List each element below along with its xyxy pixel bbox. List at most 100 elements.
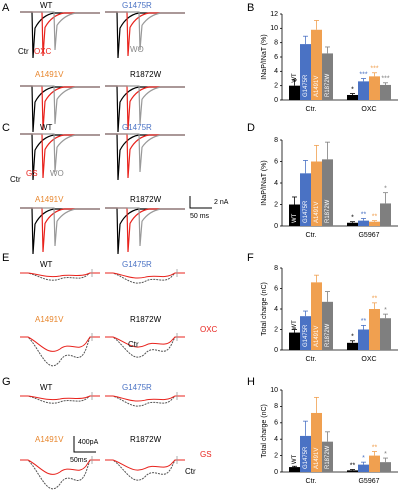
panel-letter: H (247, 376, 255, 388)
bar-series-label: A1491V (314, 326, 320, 347)
bar-series-label: WT (292, 73, 298, 83)
bar-series-label: R1872W (325, 323, 331, 347)
trace (20, 85, 100, 131)
trace (105, 133, 185, 179)
y-tick-label: 10 (270, 387, 278, 394)
trace-label: G1475R (122, 1, 152, 10)
significance: ** (372, 213, 378, 220)
bar (347, 470, 358, 472)
trace (105, 85, 185, 125)
trace-label: G1475R (122, 260, 152, 269)
y-tick-label: 0 (274, 97, 278, 104)
trace (20, 459, 100, 475)
bar (322, 441, 333, 472)
bar-series-label: G1475R (303, 200, 309, 223)
bar (311, 29, 322, 101)
trace-label: OXC (200, 325, 218, 334)
x-tick-label: OXC (361, 106, 376, 113)
trace-label: G1475R (122, 123, 152, 132)
trace-label: OXC (34, 47, 52, 56)
trace (20, 459, 100, 490)
trace (20, 272, 100, 281)
y-tick-label: 0 (274, 223, 278, 230)
bar (347, 94, 358, 100)
trace (105, 395, 185, 402)
x-tick-label: G5967 (358, 478, 379, 485)
trace-label: Ctr (18, 47, 29, 56)
trace (105, 11, 185, 59)
bar (311, 412, 322, 472)
bar (369, 76, 380, 100)
trace (105, 459, 185, 481)
bar-series-label: WT (292, 454, 298, 464)
trace (105, 85, 185, 133)
x-tick-label: Ctr. (306, 232, 317, 239)
scale-label: 2 nA (214, 199, 229, 206)
bar (380, 84, 391, 100)
y-tick-label: 8 (274, 137, 278, 144)
trace-label: Ctr (128, 340, 139, 349)
bar (289, 332, 300, 350)
significance: *** (381, 76, 389, 83)
trace (105, 272, 185, 279)
bar (322, 53, 333, 100)
y-axis-label: Total charge (nC) (261, 404, 268, 458)
panel-letter: A (2, 2, 10, 14)
x-tick-label: Ctr. (306, 106, 317, 113)
bar (300, 435, 311, 472)
y-tick-label: 2 (274, 326, 278, 333)
x-tick-label: Ctr. (306, 356, 317, 363)
bar (380, 318, 391, 350)
trace-label: A1491V (35, 70, 64, 79)
trace (105, 395, 185, 407)
scale-label: 50 ms (190, 213, 210, 220)
trace-label: A1491V (35, 195, 64, 204)
scale-label: 50ms (70, 457, 88, 464)
x-tick-label: G5967 (358, 232, 379, 239)
trace-label: WT (40, 383, 53, 392)
trace-label: A1491V (35, 435, 64, 444)
significance: * (384, 307, 387, 314)
trace-label: R1872W (130, 70, 162, 79)
trace (20, 11, 100, 51)
y-tick-label: 0 (274, 347, 278, 354)
trace-label: WT (40, 1, 53, 10)
trace (105, 11, 185, 57)
bar (289, 467, 300, 472)
bar-series-label: A1491V (314, 448, 320, 469)
scale-bar (189, 196, 212, 209)
bar (322, 301, 333, 350)
y-tick-label: 12 (270, 11, 278, 18)
trace (20, 336, 100, 352)
trace-label: Ctr (10, 175, 21, 184)
trace-label: A1491V (35, 315, 64, 324)
trace (105, 207, 185, 253)
bar (347, 222, 358, 226)
y-tick-label: 0 (274, 469, 278, 476)
trace-label: R1872W (130, 435, 162, 444)
bar (347, 342, 358, 350)
trace (105, 459, 185, 471)
y-axis-label: Total charge (nC) (261, 282, 268, 336)
y-tick-label: 2 (274, 201, 278, 208)
trace-label: GS (200, 450, 212, 459)
trace (105, 133, 185, 173)
y-tick-label: 2 (274, 83, 278, 90)
trace-label: WO (130, 45, 144, 54)
bar-series-label: WT (292, 213, 298, 223)
significance: * (362, 455, 365, 462)
panel-letter: C (2, 122, 10, 134)
significance: ** (372, 296, 378, 303)
trace (20, 133, 100, 173)
significance: ** (361, 211, 367, 218)
y-tick-label: 8 (274, 403, 278, 410)
bar (311, 282, 322, 350)
trace-label: R1872W (130, 315, 162, 324)
y-tick-label: 4 (274, 68, 278, 75)
y-axis-label: INaP/INaT (%) (261, 34, 268, 79)
bar (369, 455, 380, 472)
trace (20, 11, 100, 57)
trace (20, 85, 100, 125)
trace (105, 336, 185, 348)
